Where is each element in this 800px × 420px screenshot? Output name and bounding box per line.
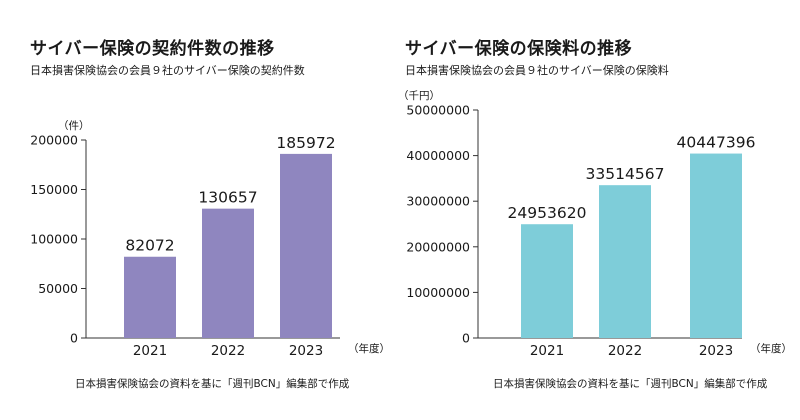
- bar-value-label: 24953620: [508, 204, 587, 222]
- y-tick-label: 100000: [30, 232, 78, 247]
- contracts-bar-chart: （件） 0 50000 100000 150000 200000 82072 2021 1306…: [30, 120, 390, 359]
- bar: [690, 153, 742, 338]
- x-category-label: 2023: [699, 343, 733, 359]
- bar-value-label: 185972: [276, 134, 335, 152]
- contracts-chart-panel: サイバー保険の契約件数の推移 日本損害保険協会の会員９社のサイバー保険の契約件数…: [30, 39, 390, 390]
- x-category-label: 2021: [530, 343, 564, 359]
- y-tick-label: 50000: [38, 281, 78, 296]
- y-tick-label: 30000000: [406, 194, 470, 209]
- bar: [124, 256, 176, 338]
- source-note: 日本損害保険協会の資料を基に「週刊BCN」編集部で作成: [75, 378, 350, 390]
- y-unit-label: （千円）: [398, 90, 440, 102]
- y-tick-label: 200000: [30, 133, 78, 148]
- y-tick-label: 0: [70, 331, 78, 346]
- source-note: 日本損害保険協会の資料を基に「週刊BCN」編集部で作成: [493, 378, 768, 390]
- y-tick-label: 20000000: [406, 239, 470, 254]
- chart-title: サイバー保険の契約件数の推移: [30, 39, 275, 59]
- bar: [202, 208, 254, 338]
- y-tick-label: 150000: [30, 182, 78, 197]
- y-tick-label: 10000000: [406, 285, 470, 300]
- y-tick-label: 0: [462, 331, 470, 346]
- premiums-chart-panel: サイバー保険の保険料の推移 日本損害保険協会の会員９社のサイバー保険の保険料 （…: [398, 0, 800, 420]
- x-unit-label: （年度）: [750, 342, 792, 355]
- x-category-label: 2022: [211, 343, 245, 359]
- y-tick-label: 50000000: [406, 103, 470, 118]
- bar-value-label: 40447396: [677, 134, 756, 152]
- x-category-label: 2022: [608, 343, 642, 359]
- x-unit-label: （年度）: [348, 342, 390, 355]
- y-unit-label: （件）: [58, 120, 90, 132]
- y-tick-label: 40000000: [406, 148, 470, 163]
- chart-subtitle: 日本損害保険協会の会員９社のサイバー保険の保険料: [405, 64, 669, 77]
- chart-subtitle: 日本損害保険協会の会員９社のサイバー保険の契約件数: [30, 64, 305, 77]
- bar-value-label: 82072: [125, 237, 174, 255]
- premiums-bar-chart: （千円） 0 10000000 20000000 30000000 40000000 500…: [398, 90, 792, 359]
- bar: [280, 153, 332, 338]
- chart-title: サイバー保険の保険料の推移: [405, 39, 633, 59]
- x-category-label: 2023: [289, 343, 323, 359]
- bar-value-label: 33514567: [586, 165, 665, 183]
- bar: [599, 185, 651, 338]
- bar: [521, 224, 573, 338]
- bar-value-label: 130657: [198, 189, 257, 207]
- x-category-label: 2021: [133, 343, 167, 359]
